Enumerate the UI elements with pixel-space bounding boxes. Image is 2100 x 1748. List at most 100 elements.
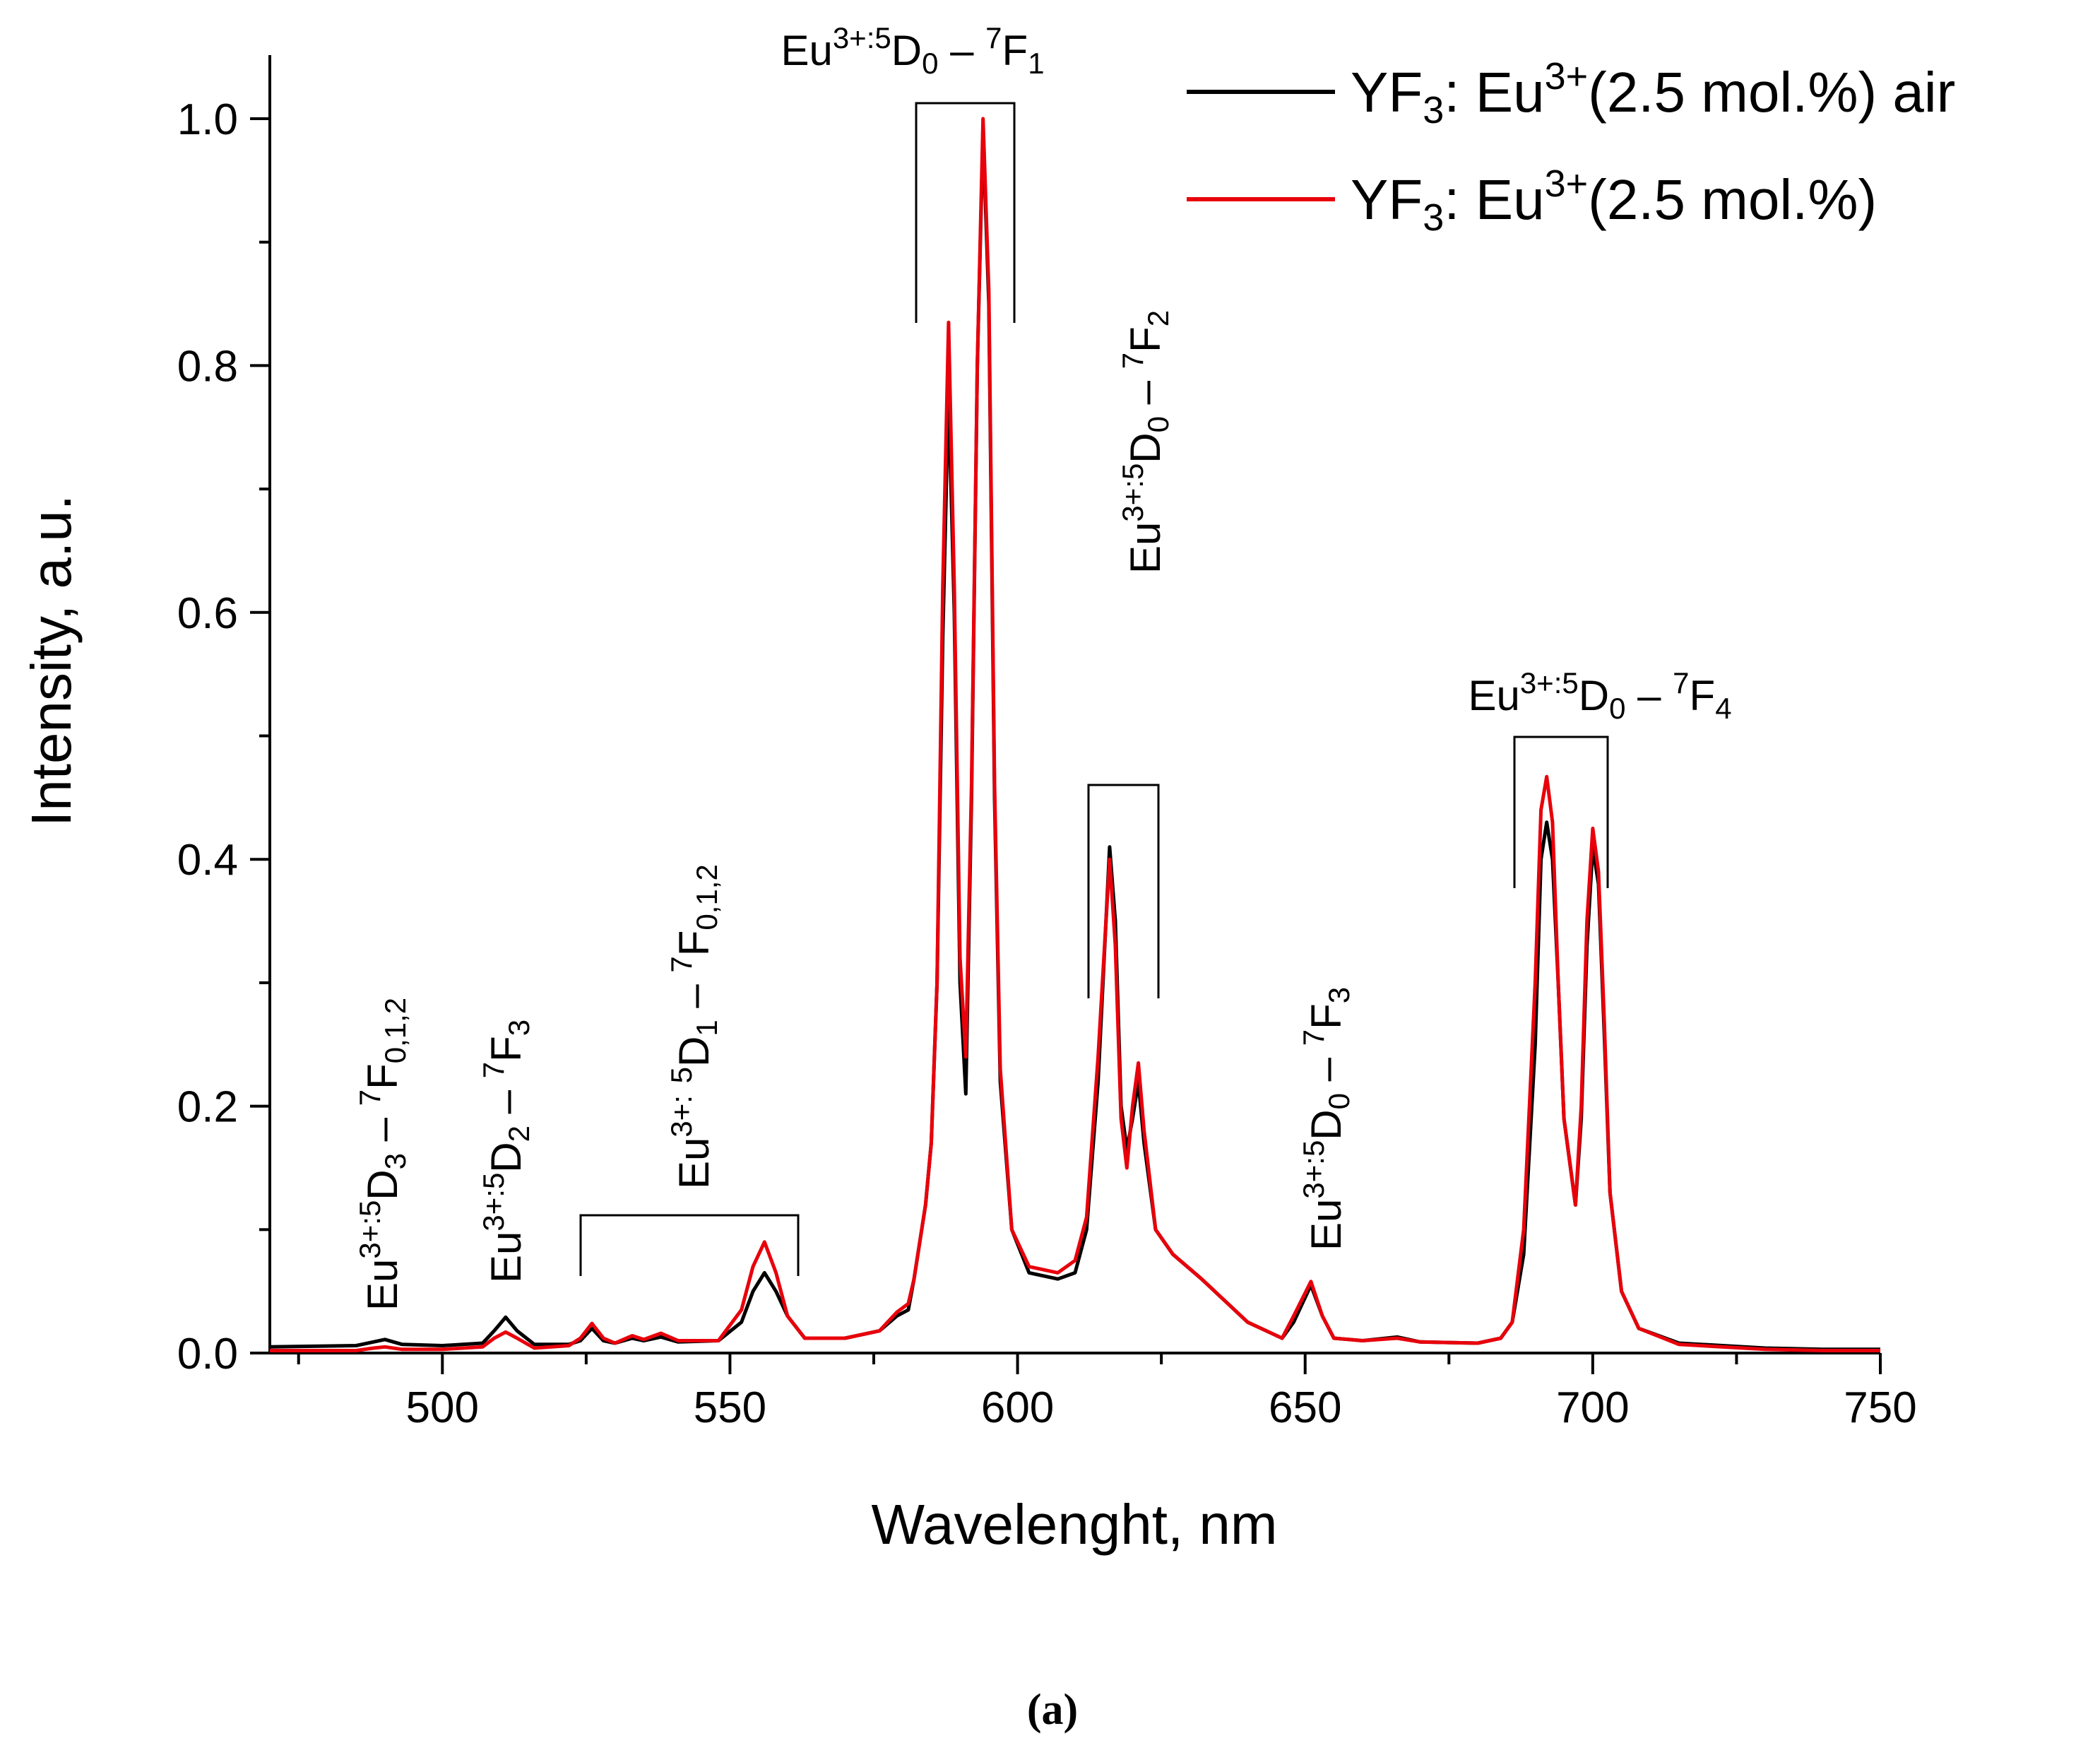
annotation-part: D xyxy=(891,27,922,74)
annotation-part: – xyxy=(670,973,718,1020)
y-axis-ticks: 0.0 0.2 0.4 0.6 0.8 1.0 xyxy=(177,95,270,1378)
annotation-part: 7 xyxy=(1297,1029,1330,1046)
legend-entry-air: YF3: Eu3+(2.5 mol.%) air xyxy=(1187,55,1955,131)
x-tick-label: 700 xyxy=(1556,1383,1629,1432)
annotation-5D0-7F1: Eu3+:5D0 – 7F1 xyxy=(781,21,1044,80)
x-tick-label: 750 xyxy=(1844,1383,1916,1432)
annotation-5D0-7F3: Eu3+:5D0 – 7F3 xyxy=(1297,987,1355,1251)
annotation-part: F xyxy=(359,1063,406,1089)
annotation-part: 3+:5 xyxy=(1520,666,1579,699)
annotation-part: 7 xyxy=(1116,353,1149,369)
legend-tail: (2.5 mol.%) air xyxy=(1588,61,1955,124)
y-tick-label: 0.4 xyxy=(177,836,238,885)
annotation-part: 0 xyxy=(1141,416,1175,432)
annotation-part: 1 xyxy=(1028,47,1044,80)
annotation-part: D xyxy=(1303,1109,1350,1140)
annotation-part: 3+:5 xyxy=(477,1173,510,1232)
annotation-part: – xyxy=(1303,1046,1350,1093)
annotation-part: F xyxy=(1303,1003,1350,1029)
annotation-part: 3+:5 xyxy=(353,1200,386,1259)
x-axis-title: Wavelenght, nm xyxy=(871,1493,1277,1556)
bracket-5D1-7F012 xyxy=(579,1214,800,1276)
annotation-part: 3 xyxy=(1322,987,1355,1003)
annotation-part: 3+: xyxy=(665,1095,698,1138)
annotation-part: D xyxy=(1579,672,1609,719)
annotation-5D0-7F2: Eu3+:5D0 – 7F2 xyxy=(1116,310,1175,574)
annotation-part: 7 xyxy=(1673,666,1689,699)
annotation-part: Eu xyxy=(781,27,832,74)
legend-sub: 3 xyxy=(1423,89,1444,131)
x-axis-ticks: 500 550 600 650 700 750 xyxy=(297,1353,1917,1432)
y-tick-label: 1.0 xyxy=(177,95,238,144)
annotation-part: 7 xyxy=(353,1089,386,1106)
annotation-part: F xyxy=(1002,27,1028,74)
legend-main: YF xyxy=(1351,61,1423,124)
legend: YF3: Eu3+(2.5 mol.%) air YF3: Eu3+(2.5 m… xyxy=(1187,55,1955,239)
annotation-part: 3+:5 xyxy=(1116,463,1149,522)
bracket-5D0-7F1 xyxy=(915,102,1016,323)
annotation-part: – xyxy=(938,27,985,74)
annotation-part: 2 xyxy=(502,1126,535,1142)
legend-mid: : Eu xyxy=(1444,168,1544,231)
annotation-part: 2 xyxy=(1141,310,1175,326)
x-tick-label: 500 xyxy=(406,1383,479,1432)
annotation-5D3-7F012: Eu3+:5D3 – 7F0,1,2 xyxy=(353,998,412,1311)
annotation-part: D xyxy=(482,1142,530,1172)
x-tick-label: 550 xyxy=(694,1383,766,1432)
annotation-part: Eu xyxy=(670,1138,718,1189)
annotation-part: Eu xyxy=(359,1259,406,1311)
x-tick-label: 600 xyxy=(981,1383,1054,1432)
legend-label-air: YF3: Eu3+(2.5 mol.%) air xyxy=(1351,55,1955,131)
annotation-part: Eu xyxy=(1122,522,1169,574)
annotation-part: – xyxy=(1122,369,1169,416)
y-tick-label: 0.0 xyxy=(177,1330,238,1378)
annotation-part: Eu xyxy=(482,1232,530,1283)
transition-brackets xyxy=(579,102,1609,1276)
legend-sup: 3+ xyxy=(1545,55,1589,98)
annotation-part: 4 xyxy=(1715,692,1731,725)
annotation-part: 7 xyxy=(665,956,698,972)
annotation-5D0-7F4: Eu3+:5D0 – 7F4 xyxy=(1468,666,1731,725)
annotation-part: 0 xyxy=(922,47,938,80)
transition-annotations: Eu3+:5D0 – 7F1 Eu3+:5D0 – 7F2 Eu3+:5D0 –… xyxy=(353,21,1732,1311)
bracket-5D0-7F4 xyxy=(1513,736,1609,888)
annotation-part: 0,1,2 xyxy=(379,998,412,1063)
x-tick-label: 650 xyxy=(1269,1383,1341,1432)
legend-sup: 3+ xyxy=(1545,163,1589,205)
annotation-part: F xyxy=(1122,326,1169,353)
legend-sub: 3 xyxy=(1423,196,1444,239)
y-tick-label: 0.6 xyxy=(177,589,238,638)
annotation-part xyxy=(670,1083,718,1095)
annotation-part: 0,1,2 xyxy=(690,864,723,930)
legend-mid: : Eu xyxy=(1444,61,1544,124)
annotation-5D1-7F012: Eu3+: 5D1 – 7F0,1,2 xyxy=(665,864,723,1189)
bracket-5D0-7F2 xyxy=(1087,784,1160,998)
annotation-part: – xyxy=(1625,672,1673,719)
series-line-reference xyxy=(270,117,1880,1352)
annotation-part: D xyxy=(670,1037,718,1067)
annotation-part: 7 xyxy=(477,1062,510,1078)
annotation-part: 3 xyxy=(379,1153,412,1169)
annotation-part: F xyxy=(670,931,718,957)
annotation-part: 7 xyxy=(985,21,1002,54)
annotation-part: Eu xyxy=(1468,672,1519,719)
legend-label-reference: YF3: Eu3+(2.5 mol.%) xyxy=(1351,163,1877,239)
figure-caption: (a) xyxy=(1027,1686,1078,1734)
legend-entry-reference: YF3: Eu3+(2.5 mol.%) xyxy=(1187,163,1877,239)
annotation-part: 5 xyxy=(665,1067,698,1083)
annotation-part: F xyxy=(1690,672,1716,719)
annotation-part: 3+:5 xyxy=(833,21,891,54)
plot-area: 500 550 600 650 700 750 0.00.20.40.60.81.0 xyxy=(177,55,1917,1432)
annotation-part: 3 xyxy=(502,1020,535,1036)
annotation-part: F xyxy=(482,1036,530,1062)
annotation-part: 3+:5 xyxy=(1297,1140,1330,1199)
annotation-part: D xyxy=(1122,432,1169,463)
y-tick-label: 0.2 xyxy=(177,1083,238,1132)
annotation-part: 1 xyxy=(690,1020,723,1036)
legend-main: YF xyxy=(1351,168,1423,231)
legend-tail: (2.5 mol.%) xyxy=(1588,168,1877,231)
annotation-part: 0 xyxy=(1322,1093,1355,1109)
annotation-part: – xyxy=(359,1106,406,1153)
annotation-part: D xyxy=(359,1169,406,1200)
